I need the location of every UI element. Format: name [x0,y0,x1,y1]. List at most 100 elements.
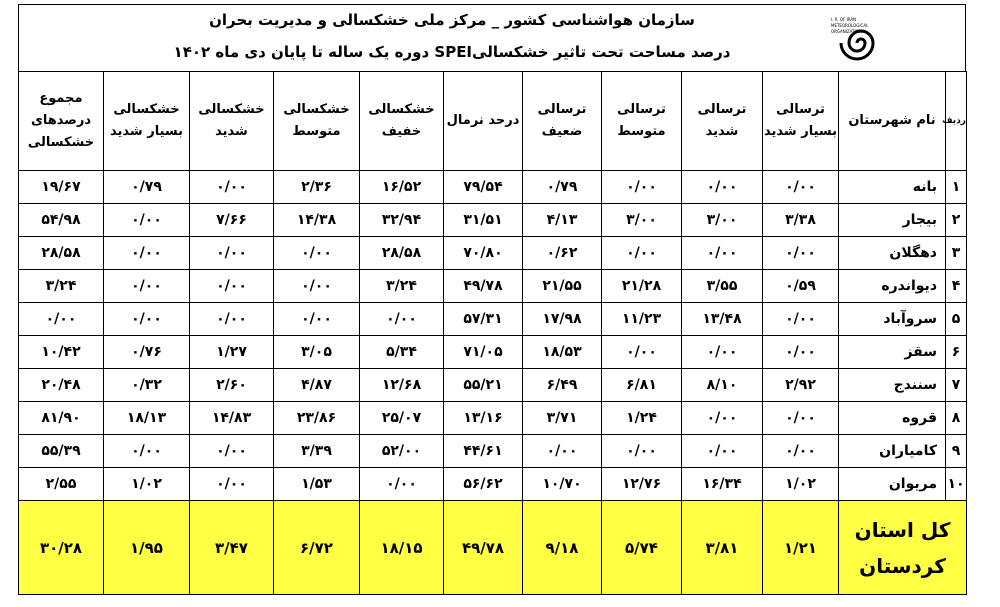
cell: ۱/۲۴ [601,401,682,435]
cell: ۱۴/۳۸ [273,203,360,237]
row-number: ۷ [945,368,967,402]
header-cell: ترسالی ضعیف [522,71,602,171]
cell: ۴/۱۳ [522,203,602,237]
cell: ۰/۰۰ [18,302,104,336]
cell: ۲۳/۸۶ [273,401,360,435]
row-number: ۱ [945,170,967,204]
cell: ۰/۰۰ [601,335,682,369]
cell: ۰/۵۹ [762,269,839,303]
cell: ۲۰/۴۸ [18,368,104,402]
row-number: ۳ [945,236,967,270]
cell: ۵۵/۲۱ [443,368,523,402]
header-cell: ردیف [942,71,967,171]
county-name: سنندج [838,368,946,402]
header-cell: خشکسالی بسیار شدید [103,71,190,171]
cell: ۱۶/۵۲ [359,170,444,204]
cell: ۶/۸۱ [601,368,682,402]
county-name: کامیاران [838,434,946,468]
cell: ۰/۰۰ [601,434,682,468]
cell: ۵۶/۶۲ [443,467,523,501]
total-cell: ۱۸/۱۵ [359,500,444,595]
row: ۸ قروه ۰/۰۰ ۰/۰۰ ۱/۲۴ ۳/۷۱ ۱۳/۱۶ ۲۵/۰۷ ۲۳/۸۶ ۱۴/۸… [18,401,967,435]
cell: ۰/۰۰ [681,434,763,468]
cell: ۱۰/۴۲ [18,335,104,369]
cell: ۱۷/۹۸ [522,302,602,336]
cell: ۴۴/۶۱ [443,434,523,468]
cell: ۷/۶۶ [189,203,274,237]
total-cell: ۶/۷۲ [273,500,360,595]
cell: ۰/۰۰ [189,434,274,468]
total-cell: ۵/۷۴ [601,500,682,595]
cell: ۰/۰۰ [103,269,190,303]
county-name: مریوان [838,467,946,501]
row: ۳ دهگلان ۰/۰۰ ۰/۰۰ ۰/۰۰ ۰/۶۲ ۷۰/۸۰ ۲۸/۵۸ ۰/۰۰ ۰/۰… [18,236,967,270]
header-cell: ترسالی متوسط [601,71,682,171]
cell: ۰/۰۰ [189,302,274,336]
cell: ۴۹/۷۸ [443,269,523,303]
cell: ۷۰/۸۰ [443,236,523,270]
row: ۱ بانه ۰/۰۰ ۰/۰۰ ۰/۰۰ ۰/۷۹ ۷۹/۵۴ ۱۶/۵۲ ۲/۳۶ ۰/۰۰ ۰… [18,170,967,204]
cell: ۲/۶۰ [189,368,274,402]
header: سازمان هواشناسی کشور _ مرکز ملی خشکسالی … [18,4,966,71]
county-name: دهگلان [838,236,946,270]
cell: ۰/۰۰ [681,401,763,435]
county-name: سروآباد [838,302,946,336]
cell: ۰/۰۰ [601,170,682,204]
row-number: ۸ [945,401,967,435]
cell: ۰/۷۹ [522,170,602,204]
cell: ۳/۷۱ [522,401,602,435]
row: ۶ سقز ۰/۰۰ ۰/۰۰ ۰/۰۰ ۱۸/۵۳ ۷۱/۰۵ ۵/۳۴ ۳/۰۵ ۱/۲۷ ۰/… [18,335,967,369]
cell: ۲۵/۰۷ [359,401,444,435]
subtitle: درصد مساحت تحت تاثیر خشکسالیSPEI دوره یک… [173,43,731,61]
cell: ۰/۰۰ [762,434,839,468]
header-cell: خشکسالی خفیف [359,71,444,171]
cell: ۳۱/۵۱ [443,203,523,237]
total-cell: ۳/۴۷ [189,500,274,595]
cell: ۷۹/۵۴ [443,170,523,204]
cell: ۰/۰۰ [103,203,190,237]
cell: ۰/۰۰ [681,236,763,270]
page: سازمان هواشناسی کشور _ مرکز ملی خشکسالی … [18,4,967,595]
cell: ۳/۲۴ [359,269,444,303]
header-cell: نام شهرستان [838,71,946,171]
cell: ۵۴/۹۸ [18,203,104,237]
title: سازمان هواشناسی کشور _ مرکز ملی خشکسالی … [209,11,695,29]
total-cell: ۳/۸۱ [681,500,763,595]
county-name: دیواندره [838,269,946,303]
cell: ۰/۳۲ [103,368,190,402]
cell: ۳/۳۸ [762,203,839,237]
row: ۱۰ مریوان ۱/۰۲ ۱۶/۳۴ ۱۲/۷۶ ۱۰/۷۰ ۵۶/۶۲ ۰/۰۰ ۱/۵۳… [18,467,967,501]
header-cell: مجموع درصدهای خشکسالی [18,71,104,171]
logo [839,29,875,61]
cell: ۳/۰۵ [273,335,360,369]
cell: ۰/۰۰ [681,170,763,204]
cell: ۲۸/۵۸ [18,236,104,270]
cell: ۱۳/۱۶ [443,401,523,435]
cell: ۸/۱۰ [681,368,763,402]
cell: ۱/۵۳ [273,467,360,501]
row: ۵ سروآباد ۰/۰۰ ۱۳/۴۸ ۱۱/۲۳ ۱۷/۹۸ ۵۷/۳۱ ۰/۰۰ ۰/۰۰… [18,302,967,336]
total-label: کل استان کردستان [838,500,967,595]
cell: ۰/۰۰ [681,335,763,369]
cell: ۱۸/۱۳ [103,401,190,435]
row: ۹ کامیاران ۰/۰۰ ۰/۰۰ ۰/۰۰ ۰/۰۰ ۴۴/۶۱ ۵۲/۰۰ ۳/۳۹ ۰… [18,434,967,468]
header-cell: ترسالی بسیار شدید [762,71,839,171]
cell: ۱۱/۲۳ [601,302,682,336]
cell: ۲۱/۵۵ [522,269,602,303]
total-row: کل استان کردستان ۱/۲۱ ۳/۸۱ ۵/۷۴ ۹/۱۸ ۴۹/۷۸ ۱۸/… [18,500,967,595]
cell: ۰/۰۰ [762,335,839,369]
cell: ۱/۰۲ [103,467,190,501]
header-cell: خشکسالی شدید [189,71,274,171]
cell: ۰/۰۰ [762,401,839,435]
row: ۲ بیجار ۳/۳۸ ۳/۰۰ ۳/۰۰ ۴/۱۳ ۳۱/۵۱ ۳۲/۹۴ ۱۴/۳۸ ۷/۶… [18,203,967,237]
cell: ۳/۰۰ [681,203,763,237]
county-name: قروه [838,401,946,435]
total-cell: ۱/۲۱ [762,500,839,595]
cell: ۰/۷۹ [103,170,190,204]
cell: ۳۲/۹۴ [359,203,444,237]
header-cell: ترسالی شدید [681,71,763,171]
county-name: بیجار [838,203,946,237]
cell: ۱۲/۶۸ [359,368,444,402]
cell: ۱۰/۷۰ [522,467,602,501]
cell: ۱/۰۲ [762,467,839,501]
